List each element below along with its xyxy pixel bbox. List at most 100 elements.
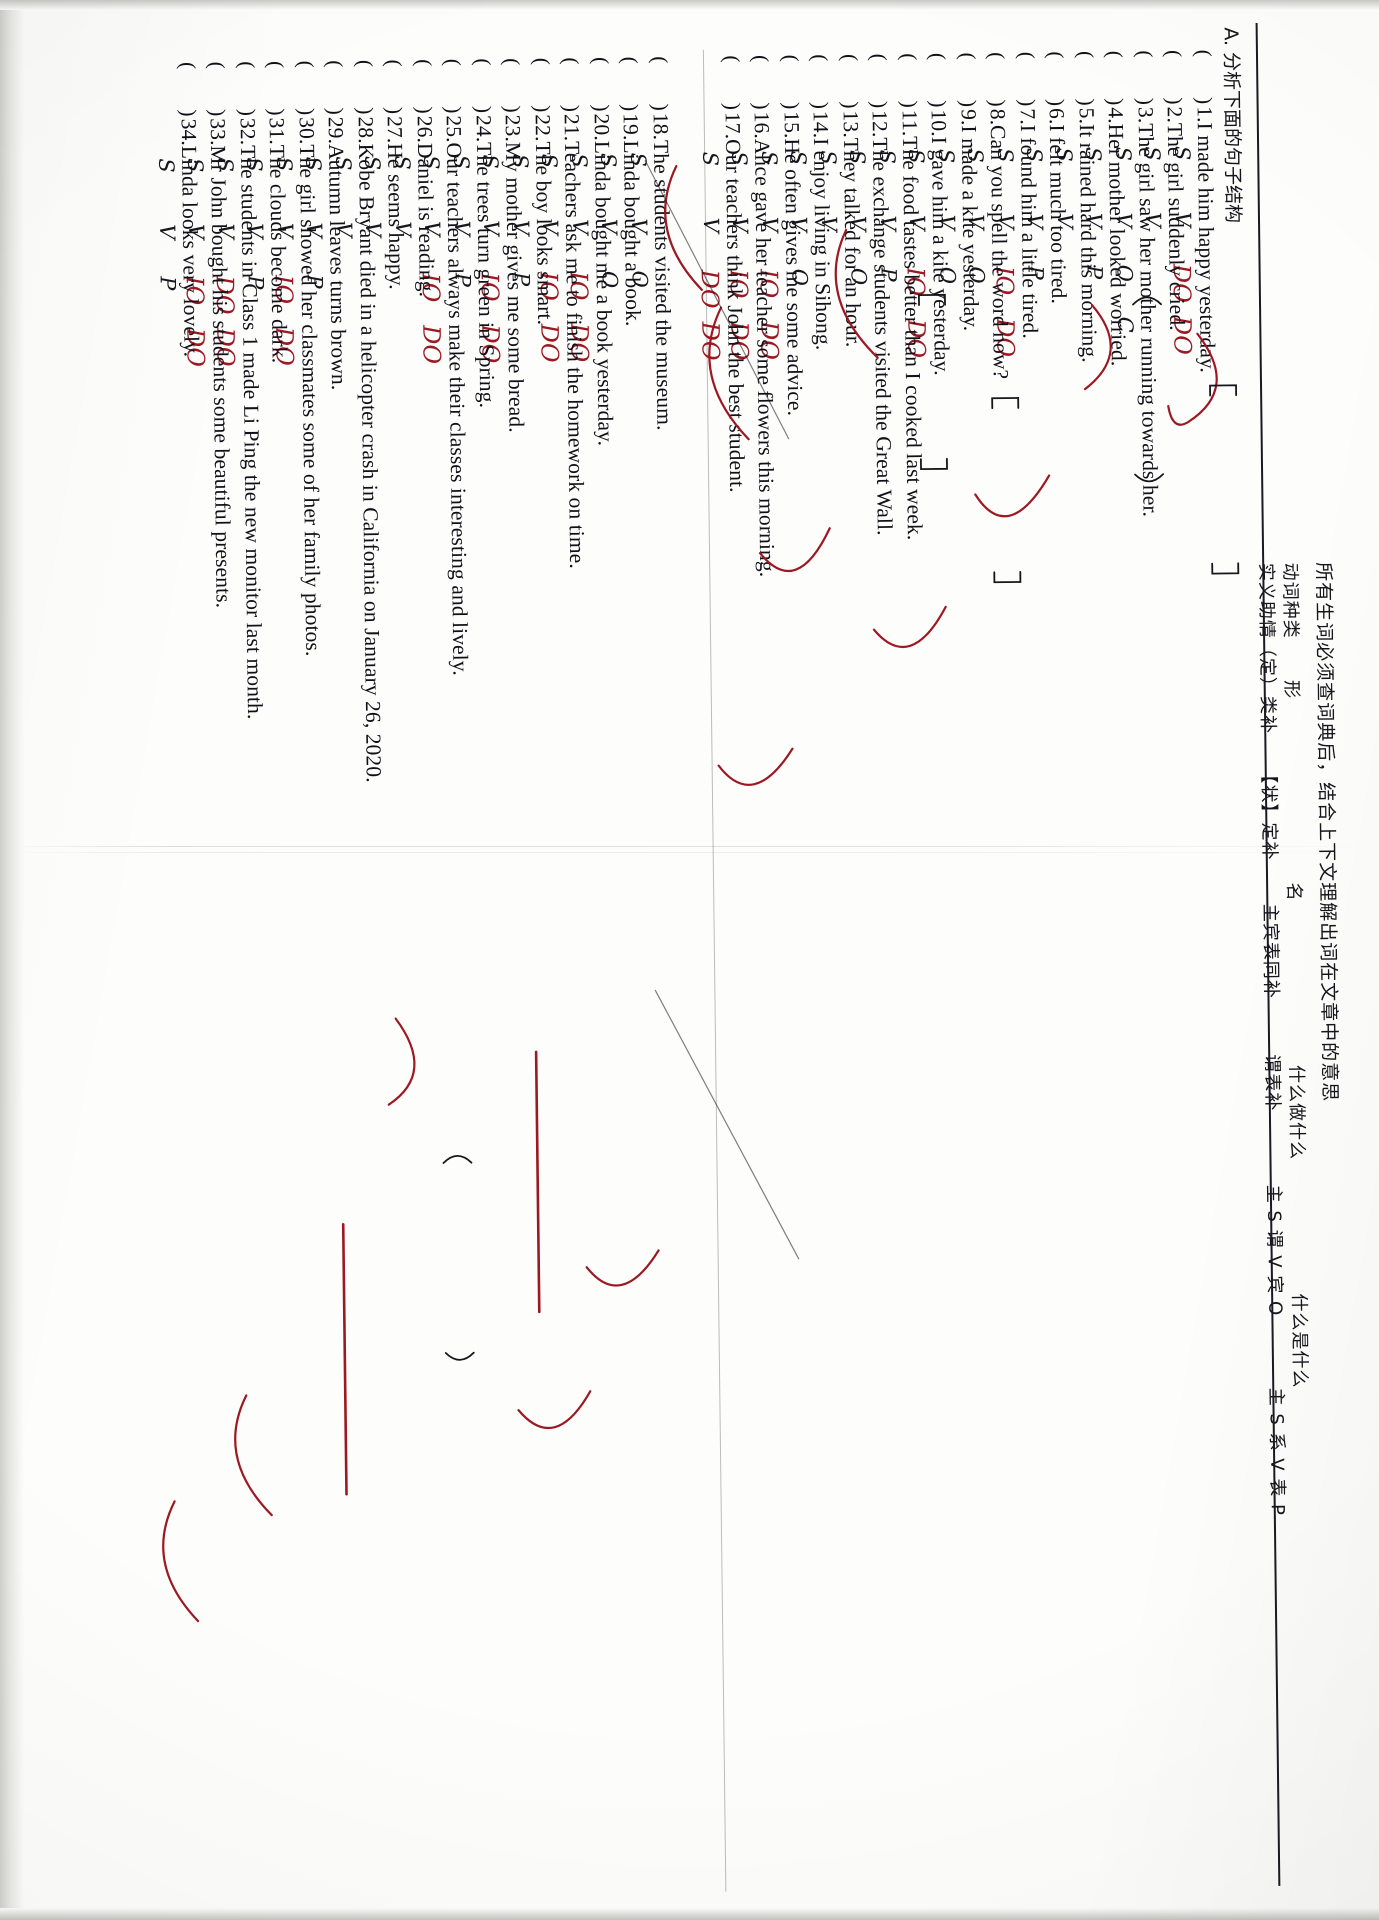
answer-blank[interactable]: ( )	[588, 56, 614, 114]
answer-blank[interactable]: ( )	[748, 54, 774, 112]
answer-blank[interactable]: ( )	[234, 61, 260, 119]
question-number: 28.	[353, 116, 378, 144]
answer-blank[interactable]: ( )	[381, 59, 407, 117]
answer-blank[interactable]: ( )	[322, 60, 348, 117]
answer-blank[interactable]: ( )	[352, 59, 378, 117]
answer-blank[interactable]: ( )	[647, 56, 673, 114]
question-number: 11.	[897, 109, 922, 137]
hdr2-col-4: 主 S 谓 V 宾 O	[1262, 1184, 1285, 1317]
answer-blank[interactable]: ( )	[499, 57, 525, 115]
answer-blank[interactable]: ( )	[1191, 49, 1217, 107]
question-number: 5.	[1074, 107, 1099, 125]
answer-blank[interactable]: ( )	[529, 57, 555, 115]
answer-blank[interactable]: ( )	[1014, 51, 1040, 109]
grammar-tag-do: DO	[417, 324, 446, 365]
page-rotated-content: 所有生词必须查词典后，结合上下文理解出词在文章中的意思 动词种类 形 名 什么做…	[13, 2, 1366, 1918]
question-text: Linda looks very lovely.	[176, 145, 204, 358]
grammar-tag-v: V	[154, 224, 179, 240]
question-text: The trees turn green in Spring.	[471, 142, 499, 409]
answer-blank[interactable]: ( )	[411, 59, 437, 116]
question-number: 21.	[559, 113, 584, 142]
answer-blank[interactable]: ( )	[293, 60, 319, 118]
answer-blank[interactable]: ( )	[984, 52, 1010, 109]
question-number: 34.	[176, 118, 201, 146]
answer-blank[interactable]: ( )	[1102, 50, 1128, 108]
hdr2-col-3: 谓表补	[1260, 1054, 1283, 1112]
question-text: Alice gave her teacher some flowers this…	[749, 138, 780, 578]
question-text: The exchange students visited the Great …	[867, 137, 897, 536]
question-text: It rained hard this morning.	[1074, 123, 1102, 363]
answer-blank[interactable]: ( )	[1161, 49, 1187, 107]
question-number: 26.	[412, 115, 437, 144]
answer-blank[interactable]: ( )	[778, 54, 804, 112]
question-text: Our teachers think John the best student…	[720, 139, 749, 493]
question-text: Linda bought a book.	[618, 140, 646, 327]
question-number: 10.	[926, 109, 951, 137]
question-row: ( )16.Alice gave her teacher some flower…	[748, 55, 779, 577]
question-text: Teachers ask me to finish the homework o…	[559, 140, 590, 569]
question-number: 25.	[441, 115, 466, 143]
answer-blank[interactable]: ( )	[1043, 51, 1069, 109]
question-text: He seems happy.	[383, 143, 409, 290]
question-number: 22.	[530, 114, 555, 142]
hdr-col-4: 什么是什么	[1287, 1293, 1310, 1389]
question-text: Daniel is reading.	[412, 142, 439, 298]
question-row: ( )7.I found him a little tired.	[1013, 52, 1042, 339]
question-number: 9.	[956, 108, 981, 126]
answer-blank[interactable]: ( )	[263, 60, 289, 118]
answer-blank[interactable]: ( )	[558, 57, 584, 115]
question-number: 29.	[323, 116, 349, 145]
answer-blank[interactable]: ( )	[837, 53, 863, 111]
answer-blank[interactable]: ( )	[440, 58, 466, 116]
question-row: ( )11.The food tastes better than I cook…	[895, 53, 926, 540]
answer-blank[interactable]: ( )	[175, 61, 201, 119]
answer-blank[interactable]: ( )	[204, 61, 230, 119]
question-text: The clouds become dark.	[265, 144, 292, 364]
question-row: ( )5.It rained hard this morning.	[1072, 51, 1101, 363]
question-text: I felt much too tired.	[1044, 124, 1072, 305]
grammar-tag-p: P	[155, 276, 180, 291]
question-text: The girl suddenly cried.	[1162, 122, 1190, 331]
scan-edge-left	[0, 0, 24, 1920]
question-text: Autumn leaves turns brown.	[324, 143, 352, 391]
question-number: 33.	[205, 118, 231, 146]
grammar-tag-s: S	[697, 151, 722, 167]
answer-blank[interactable]: ( )	[925, 52, 951, 110]
question-row: ( )14.I enjoy living in Sihong.	[807, 54, 836, 350]
answer-blank[interactable]: ( )	[1073, 50, 1099, 108]
answer-blank[interactable]: ( )	[719, 55, 745, 113]
grammar-tag-do: DO	[535, 323, 564, 363]
question-row: ( )26.Daniel is reading.	[410, 59, 438, 297]
hdr-col-0: 动词种类	[1278, 562, 1301, 639]
question-number: 16.	[749, 111, 774, 139]
answer-blank[interactable]: ( )	[1132, 50, 1158, 108]
question-row: ( )20.Linda bought me a book yesterday.	[587, 57, 617, 446]
question-number: 31.	[264, 117, 290, 145]
question-text: I made a kite yesterday.	[956, 125, 983, 332]
question-text: I enjoy living in Sihong.	[808, 137, 836, 351]
scan-edge-bottom	[0, 1908, 1379, 1920]
answer-blank[interactable]: ( )	[866, 53, 892, 111]
question-text: The girl showed her classmates some of h…	[294, 144, 325, 657]
answer-blank[interactable]: ( )	[470, 58, 496, 116]
answer-blank[interactable]: ( )	[807, 54, 833, 112]
question-row: ( )31.The clouds become dark.	[263, 61, 292, 363]
question-text: The girl saw her mother running towards …	[1133, 123, 1163, 518]
question-text: Kobe Bryant died in a helicopter crash i…	[353, 143, 386, 783]
question-row: ( )2.The girl suddenly cried.	[1161, 50, 1189, 331]
question-list-left: ( )1.I made him happy yesterday. S V DO DO( …	[695, 2, 1366, 1902]
grammar-tag-do: DO	[695, 321, 725, 361]
question-row: ( )15.He often gives me some advice.	[777, 55, 806, 417]
question-row: ( )34.Linda looks very lovely.	[174, 62, 203, 357]
question-number: 30.	[294, 117, 319, 145]
answer-blank[interactable]: ( )	[896, 53, 922, 110]
question-number: 2.	[1162, 106, 1187, 124]
question-row: ( )25.Our teachers always make their cla…	[440, 59, 473, 676]
question-row: ( )3.The girl saw her mother running tow…	[1131, 50, 1162, 517]
answer-blank[interactable]: ( )	[955, 52, 981, 110]
question-text: The students visited the museum.	[648, 139, 677, 431]
question-number: 14.	[808, 110, 833, 139]
answer-blank[interactable]: ( )	[617, 56, 643, 114]
question-number: 20.	[589, 113, 614, 141]
question-text: The food tastes better than I cooked las…	[897, 136, 927, 541]
